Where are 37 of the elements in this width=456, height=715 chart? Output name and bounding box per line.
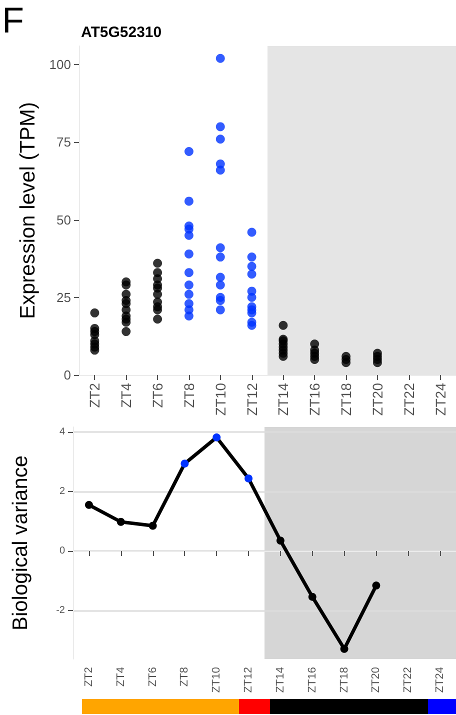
- y-tick-label: 50: [56, 212, 71, 228]
- x-tick-label: ZT22: [402, 667, 414, 693]
- x-tick-label: ZT20: [369, 382, 386, 416]
- y-tick-label: 4: [59, 426, 66, 438]
- x-tick-label: ZT8: [178, 667, 191, 687]
- x-tick-label: ZT22: [400, 382, 417, 416]
- x-tick-label: ZT20: [370, 667, 382, 693]
- x-tick-label: ZT24: [434, 667, 446, 693]
- y-tick-label: 0: [59, 546, 66, 557]
- text: F: [2, 0, 24, 40]
- x-tick-label: ZT18: [338, 667, 350, 693]
- x-tick-label: ZT18: [338, 382, 354, 416]
- x-tick-label: ZT10: [212, 382, 228, 416]
- y-tick-label: 0: [64, 368, 71, 382]
- x-tick-label: ZT14: [275, 382, 292, 416]
- x-tick-label: ZT2: [86, 382, 103, 408]
- x-tick-label: ZT2: [82, 667, 95, 687]
- x-tick-label: ZT4: [118, 382, 134, 408]
- y-tick-label: 75: [56, 134, 71, 150]
- x-tick-label: ZT24: [432, 382, 448, 416]
- x-tick-label: ZT6: [150, 382, 166, 408]
- y-tick-label: -2: [56, 605, 66, 616]
- chart-title: AT5G52310: [81, 24, 162, 41]
- x-tick-label: ZT6: [146, 667, 159, 687]
- x-tick-label: ZT12: [242, 667, 255, 693]
- x-tick-label: ZT14: [274, 667, 286, 693]
- x-tick-label: ZT16: [306, 382, 323, 416]
- y-tick-label: 100: [49, 57, 71, 72]
- y-axis-title: Expression level (TPM): [16, 102, 40, 320]
- y-tick-label: 25: [56, 290, 71, 305]
- x-tick-label: ZT10: [210, 667, 223, 693]
- y-axis-title: Biological variance: [9, 455, 32, 631]
- y-tick-label: 2: [59, 486, 66, 498]
- x-tick-label: ZT16: [306, 667, 318, 693]
- x-tick-label: ZT4: [114, 667, 127, 687]
- x-tick-label: ZT8: [180, 382, 197, 408]
- x-tick-label: ZT12: [244, 382, 260, 416]
